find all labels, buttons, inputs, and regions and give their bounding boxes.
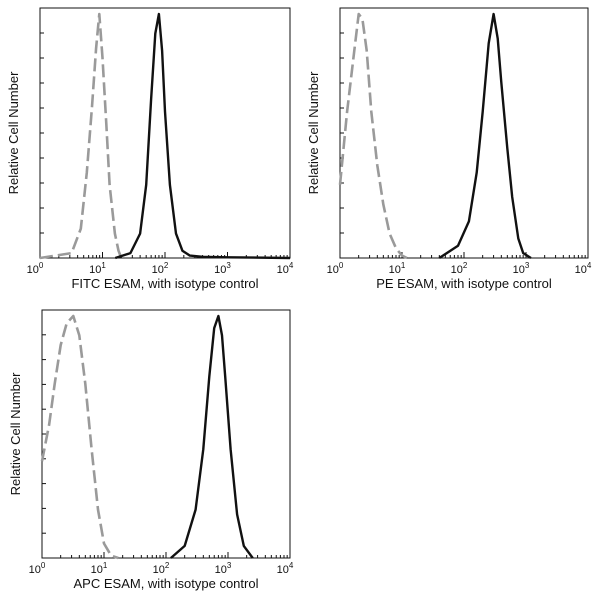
histogram-panel-apc: 100 101 102 103 104 APC ESAM, with isotype co… — [0, 300, 300, 600]
x-tick-label: 102 — [152, 261, 169, 276]
x-tick-label: 100 — [29, 561, 46, 576]
x-tick-label: 101 — [91, 561, 108, 576]
y-axis-label: Relative Cell Number — [8, 372, 23, 495]
x-axis-label: APC ESAM, with isotype control — [74, 576, 259, 591]
esam-stained-curve — [114, 12, 291, 260]
y-axis-label: Relative Cell Number — [306, 71, 321, 194]
x-tick-label: 102 — [451, 261, 468, 276]
x-tick-label: 100 — [27, 261, 44, 276]
plot-frame — [339, 7, 589, 259]
histogram-panel-pe: 100 101 102 103 104 PE ESAM, with isotype con… — [300, 0, 600, 300]
x-tick-label: 103 — [214, 261, 231, 276]
x-axis-label: PE ESAM, with isotype control — [376, 276, 552, 291]
histogram-chart: 100 101 102 103 104 APC ESAM, with isotype co… — [8, 309, 294, 591]
isotype-control-curve — [338, 12, 408, 260]
x-axis-label: FITC ESAM, with isotype control — [71, 276, 258, 291]
x-tick-label: 100 — [327, 261, 344, 276]
x-tick-label: 102 — [153, 561, 170, 576]
isotype-control-curve — [40, 314, 119, 560]
x-tick-label: 104 — [575, 261, 592, 276]
x-tick-label: 103 — [513, 261, 530, 276]
x-tick-label: 103 — [215, 561, 232, 576]
isotype-control-curve — [39, 12, 123, 260]
x-tick-label: 104 — [277, 561, 294, 576]
histogram-chart: 100 101 102 103 104 PE ESAM, with isotype con… — [306, 7, 592, 291]
esam-stained-curve — [438, 12, 532, 260]
histogram-panel-fitc: 100 101 102 103 104 FITC ESAM, with isotype c… — [0, 0, 300, 300]
x-tick-label: 101 — [389, 261, 406, 276]
esam-stained-curve — [170, 314, 254, 559]
plot-frame — [41, 309, 291, 559]
x-tick-label: 104 — [277, 261, 294, 276]
x-tick-label: 101 — [89, 261, 106, 276]
histogram-chart: 100 101 102 103 104 FITC ESAM, with isotype c… — [6, 7, 294, 291]
plot-frame — [39, 7, 291, 259]
y-axis-label: Relative Cell Number — [6, 71, 21, 194]
